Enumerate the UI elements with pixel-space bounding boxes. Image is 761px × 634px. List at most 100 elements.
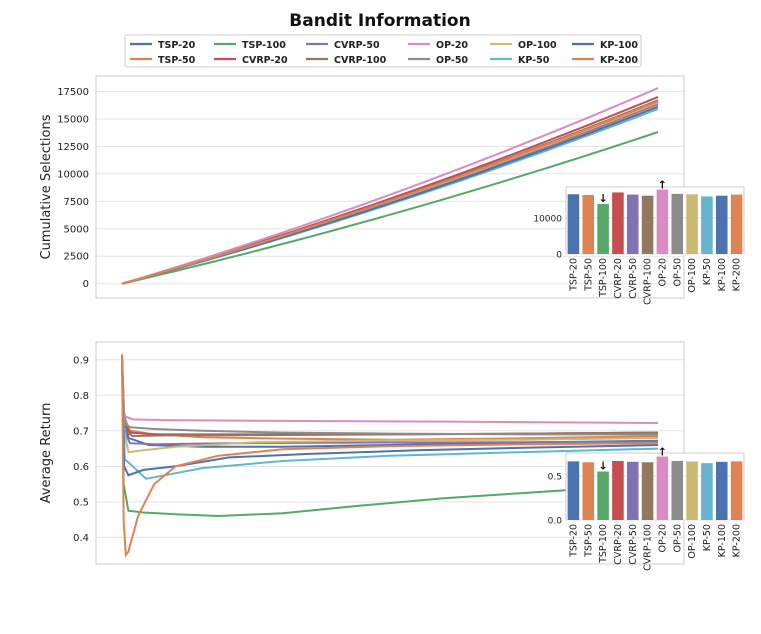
bottom-series-line-kp-50 [121,359,659,480]
bottom-inset-bar-tsp-100 [597,471,609,520]
bottom-ytick-label: 0.9 [73,355,89,366]
bottom-series-line-tsp-100 [121,359,659,518]
top-ytick-label: 10000 [57,169,89,180]
top-inset-bar-tsp-20 [567,194,580,254]
bottom-max-arrow-icon: ↑ [658,446,667,459]
bottom-inset-bar-cvrp-50 [626,461,639,520]
legend-label-tsp-50: TSP-50 [158,55,196,66]
top-inset-xtick-label: OP-20 [657,258,668,287]
top-inset-xtick-label: OP-100 [687,258,698,293]
top-inset-bar-op-100 [686,194,698,254]
top-series-line-kp-200 [121,100,659,285]
top-inset-bar-cvrp-50 [626,194,639,254]
legend-label-op-100: OP-100 [518,40,557,51]
top-inset-xtick-label: OP-50 [672,258,683,287]
top-inset-bar-tsp-50 [582,194,595,254]
bottom-inset-xtick-label: CVRP-100 [643,524,654,571]
bottom-inset-bar-kp-50 [701,463,713,520]
top-ytick-label: 7500 [64,197,89,208]
legend: TSP-20 TSP-100 CVRP-50 OP-20 OP-100 KP-100 TSP… [124,34,642,68]
bottom-inset-xtick-label: KP-50 [702,524,713,551]
chart-title: Bandit Information [289,11,470,31]
legend-label-op-20: OP-20 [436,40,468,51]
bottom-inset-xtick-label: CVRP-50 [628,524,639,565]
bottom-inset-bar-tsp-50 [582,462,595,520]
top-y-axis-label: Cumulative Selections [39,114,54,259]
bottom-inset-xtick-label: OP-20 [657,524,668,553]
top-inset-bar-cvrp-20 [612,192,624,254]
bottom-ytick-label: 0.7 [73,426,89,437]
top-inset-ytick-label: 10000 [533,214,562,224]
top-inset-xtick-label: KP-100 [717,258,728,291]
top-inset-xtick-label: CVRP-20 [613,258,624,299]
top-inset-bar-op-20 [656,189,669,254]
top-inset-bar-tsp-100 [597,204,609,254]
bottom-inset-bar-cvrp-100 [641,462,654,520]
bottom-min-arrow-icon: ↓ [598,460,607,473]
legend-label-cvrp-100: CVRP-100 [334,55,387,66]
legend-label-kp-100: KP-100 [600,40,638,51]
legend-label-tsp-100: TSP-100 [242,40,286,51]
bottom-inset-xtick-label: KP-100 [717,524,728,557]
bottom-ytick-label: 0.5 [73,497,89,508]
bottom-inset-bar-op-50 [671,460,684,520]
legend-label-cvrp-50: CVRP-50 [334,40,380,51]
bottom-inset-xtick-label: OP-50 [672,524,683,553]
legend-label-tsp-20: TSP-20 [158,40,196,51]
top-ytick-label: 5000 [64,224,89,235]
bottom-inset-xtick-label: KP-200 [732,524,743,557]
bottom-inset-bar-op-20 [656,456,669,520]
top-inset-xtick-label: TSP-100 [598,258,609,298]
top-inset-xtick-label: KP-50 [702,258,713,285]
top-series-line-op-20 [121,87,659,285]
legend-label-kp-50: KP-50 [518,55,550,66]
bottom-inset-ytick-label: 0.0 [548,517,563,527]
bottom-inset-xtick-label: CVRP-20 [613,524,624,565]
top-inset-bar-kp-200 [730,194,743,254]
bottom-inset-bar-kp-200 [730,461,743,520]
average-return-panel: 0.4 0.5 0.6 0.7 0.8 0.9 Average Return 0.0 0.5 TS… [39,341,745,571]
bottom-inset-bar-cvrp-20 [612,460,624,520]
top-ytick-label: 15000 [57,114,89,125]
top-series-line-tsp-100 [121,131,659,285]
legend-label-op-50: OP-50 [436,55,468,66]
top-min-arrow-icon: ↓ [598,192,607,205]
top-inset-xtick-label: KP-200 [732,258,743,291]
bottom-inset-bar-op-100 [686,461,698,520]
legend-label-kp-200: KP-200 [600,55,638,66]
top-inset-bar-cvrp-100 [641,195,654,254]
top-inset-xtick-label: TSP-20 [568,258,579,292]
bottom-inset-bar-kp-100 [715,461,728,520]
bottom-series-line-op-100 [121,359,659,454]
top-inset-bar-op-50 [671,193,684,254]
bottom-inset-frame [565,452,745,521]
bottom-ytick-label: 0.6 [73,462,89,473]
bottom-inset-xtick-label: TSP-100 [598,524,609,564]
top-inset-frame [565,186,745,255]
bottom-series-line-tsp-50 [121,359,659,441]
bottom-ytick-label: 0.8 [73,391,89,402]
top-ytick-label: 17500 [57,87,89,98]
bottom-inset-xtick-label: TSP-20 [568,524,579,558]
bottom-series-line-kp-200 [121,354,659,558]
top-inset-bar-kp-100 [715,195,728,254]
top-inset-xtick-label: CVRP-100 [643,258,654,305]
top-ytick-label: 0 [83,279,89,290]
bottom-inset-ytick-label: 0.5 [548,472,562,482]
legend-label-cvrp-20: CVRP-20 [242,55,288,66]
bottom-ytick-label: 0.4 [73,533,89,544]
bottom-inset-bar-tsp-20 [567,461,580,520]
top-ytick-label: 2500 [64,252,89,263]
bottom-series-line-op-50 [121,357,658,436]
bottom-inset-xtick-label: OP-100 [687,524,698,559]
bottom-series-line-kp-100 [121,359,659,477]
top-inset-ytick-label: 0 [556,251,562,261]
top-inset-bar-kp-50 [701,196,713,254]
top-ytick-label: 12500 [57,142,89,153]
top-inset-xtick-label: CVRP-50 [628,258,639,299]
cumulative-selections-panel: 0 2500 5000 7500 10000 12500 15000 17500 Cumulat… [39,75,745,305]
bottom-inset-xtick-label: TSP-50 [583,524,594,558]
bottom-y-axis-label: Average Return [39,403,54,504]
top-inset-xtick-label: TSP-50 [583,258,594,292]
